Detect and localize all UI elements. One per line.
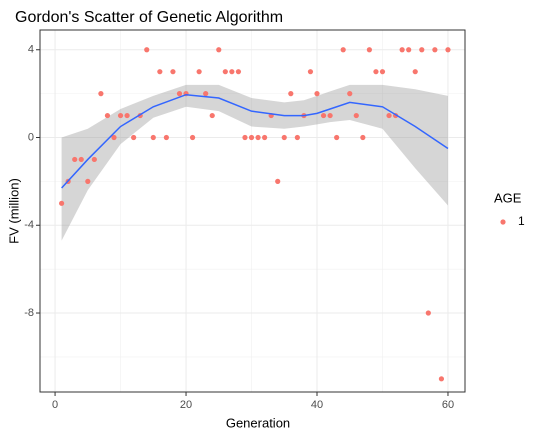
x-tick-label: 20 — [180, 399, 192, 411]
legend-title: AGE — [494, 190, 522, 205]
point — [327, 112, 333, 119]
point — [281, 134, 287, 141]
point — [91, 156, 97, 163]
point — [347, 91, 353, 97]
point — [124, 112, 130, 119]
point — [72, 156, 78, 163]
point — [288, 91, 294, 97]
point — [242, 134, 248, 141]
point — [203, 91, 209, 97]
point — [59, 200, 65, 206]
point — [235, 69, 242, 75]
point — [373, 69, 379, 75]
point — [176, 91, 183, 97]
point — [85, 178, 91, 184]
point — [262, 134, 268, 141]
point — [419, 47, 425, 53]
y-tick-label: 4 — [28, 44, 34, 56]
point — [366, 47, 372, 53]
point — [425, 310, 431, 316]
y-tick-label: 0 — [28, 131, 34, 143]
point — [406, 47, 412, 53]
legend-label: 1 — [518, 214, 525, 228]
point — [196, 69, 202, 75]
legend-marker — [500, 219, 506, 225]
point — [170, 69, 176, 75]
point — [386, 112, 392, 119]
point — [144, 47, 150, 53]
point — [98, 91, 104, 97]
point — [294, 134, 300, 141]
point — [320, 112, 327, 119]
x-tick-label: 40 — [311, 399, 323, 411]
point — [150, 134, 156, 141]
y-axis-label: FV (million) — [6, 178, 21, 244]
point — [340, 47, 346, 53]
point — [360, 134, 366, 141]
point — [157, 69, 163, 75]
point — [111, 134, 117, 141]
point — [131, 134, 137, 141]
x-axis-label: Generation — [226, 415, 290, 430]
point — [275, 178, 281, 184]
point — [314, 91, 320, 97]
point — [229, 69, 235, 75]
panel-border — [39, 29, 466, 393]
point — [399, 47, 405, 53]
point — [412, 69, 418, 75]
point — [353, 112, 359, 119]
point — [222, 69, 228, 75]
smooth-line — [61, 93, 449, 189]
point — [307, 69, 314, 75]
point — [216, 47, 222, 53]
point — [255, 134, 261, 141]
point — [445, 47, 451, 53]
point — [78, 156, 84, 163]
x-tick-label: 60 — [442, 399, 454, 411]
point — [432, 47, 438, 53]
point — [438, 376, 445, 382]
confidence-band — [61, 84, 448, 241]
x-tick-label: 0 — [52, 399, 58, 411]
point — [163, 134, 169, 141]
point — [189, 134, 196, 141]
y-tick-label: -4 — [24, 219, 34, 231]
point — [104, 112, 111, 119]
point — [209, 112, 215, 119]
point — [334, 134, 340, 141]
point — [379, 69, 386, 75]
point — [117, 112, 124, 119]
y-tick-label: -8 — [24, 307, 34, 319]
point — [248, 134, 255, 141]
chart-title: Gordon's Scatter of Genetic Algorithm — [15, 9, 283, 26]
